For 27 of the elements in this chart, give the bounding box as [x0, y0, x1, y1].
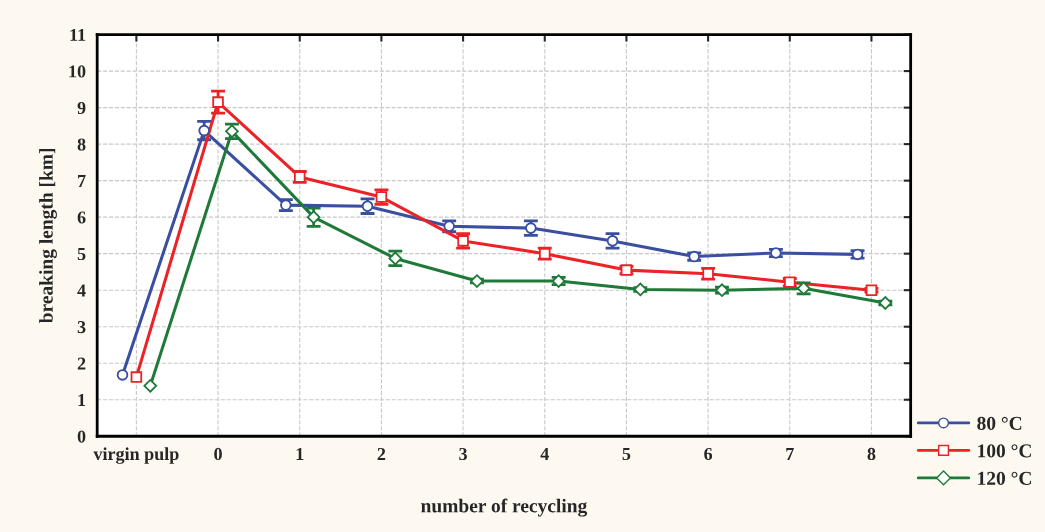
x-tick-label: 3 [459, 447, 467, 461]
x-tick-label: 5 [622, 448, 631, 461]
y-tick-label: 0 [77, 430, 86, 443]
y-tick-label: 10 [69, 65, 86, 78]
x-tick-label: 8 [867, 447, 876, 461]
x-tick-label: 6 [704, 447, 713, 461]
legend-label: 80 °C [977, 416, 1022, 430]
y-tick-label: 8 [77, 138, 86, 151]
y-tick-label: 11 [70, 28, 86, 41]
y-tick-label: 4 [77, 284, 86, 297]
y-tick-label: 7 [78, 175, 86, 187]
x-tick-label: 4 [540, 447, 549, 460]
x-tick-label: virgin pulp [93, 447, 179, 464]
y-tick-label: 3 [77, 321, 86, 334]
y-tick-label: 9 [77, 101, 86, 115]
y-tick-label: 6 [77, 211, 86, 224]
y-tick-label: 5 [77, 248, 86, 261]
x-tick-label: 7 [786, 448, 794, 460]
y-tick-label: 1 [78, 394, 86, 406]
x-tick-label: 2 [377, 447, 386, 460]
legend-label: 100 °C [978, 444, 1031, 458]
x-axis-title: number of recycling [421, 498, 588, 517]
y-tick-label: 2 [77, 357, 86, 370]
x-tick-label: 1 [296, 447, 304, 460]
x-tick-label: 0 [214, 447, 222, 461]
legend-label: 120 °C [978, 471, 1031, 485]
y-axis-title: breaking length [km] [39, 148, 57, 324]
